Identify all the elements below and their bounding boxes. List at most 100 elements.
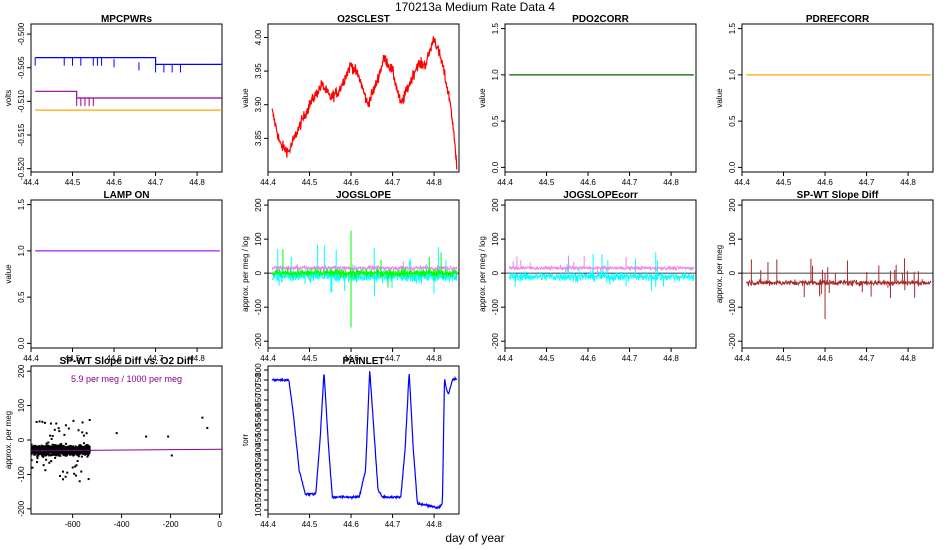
x-tick-label: 44.5 [776, 354, 792, 363]
y-tick-label: 200 [254, 483, 263, 497]
scatter-point [49, 434, 52, 437]
scatter-point [57, 448, 60, 451]
x-tick-label: 44.4 [260, 354, 276, 363]
scatter-point [79, 452, 82, 455]
panel-pdrefcorr: PDREFCORR 44.4 44.5 44.6 44.7 44.8 0.0 0.5 1.0 1.… [715, 14, 934, 187]
scatter-point [59, 443, 62, 446]
scatter-point [35, 421, 38, 424]
scatter-point [73, 450, 76, 453]
y-tick-label: -200 [17, 500, 26, 517]
scatter-point [34, 451, 37, 454]
scatter-point [80, 444, 83, 447]
panel-title: SP-WT Slope Diff vs. O2 Diff [60, 356, 195, 367]
scatter-point [81, 421, 84, 424]
y-tick-label: -0.505 [17, 56, 26, 79]
scatter-point [145, 435, 148, 438]
x-tick-label: 44.5 [302, 354, 318, 363]
y-tick-label: 3.85 [254, 130, 263, 146]
x-tick-label: 44.6 [106, 178, 122, 187]
panel-jogslope: JOGSLOPE 44.4 44.5 44.6 44.7 44.8 -200 -100 0 100… [241, 190, 460, 363]
scatter-point [40, 452, 43, 455]
scatter-point [44, 469, 47, 472]
scatter-point [62, 447, 65, 450]
y-tick-label: 200 [17, 364, 26, 378]
scatter-point [77, 455, 80, 458]
scatter-point [48, 446, 51, 449]
scatter-point [57, 446, 60, 449]
x-tick-label: -400 [114, 520, 131, 529]
panel-grid: MPCPWRs 44.4 44.5 44.6 44.7 44.8 -0.520 -0.515 -… [4, 14, 934, 529]
scatter-point [81, 431, 84, 434]
scatter-point [37, 453, 40, 456]
y-tick-label: 0.5 [728, 115, 737, 127]
scatter-point [56, 447, 59, 450]
y-tick-label: 0.0 [728, 161, 737, 173]
y-tick-label: 700 [254, 383, 263, 397]
panel-mpcpwrs: MPCPWRs 44.4 44.5 44.6 44.7 44.8 -0.520 -0.515 -… [4, 14, 223, 187]
scatter-point [77, 429, 80, 432]
scatter-point [46, 450, 49, 453]
y-tick-label: 1.5 [491, 23, 500, 35]
plot-frame [267, 23, 460, 173]
scatter-point [49, 448, 52, 451]
x-tick-label: 44.6 [817, 354, 833, 363]
y-axis-label: value [715, 88, 724, 108]
y-tick-label: -100 [254, 299, 263, 316]
scatter-point [78, 447, 81, 450]
y-tick-label: 0.0 [491, 161, 500, 173]
scatter-point [84, 445, 87, 448]
plot-area [742, 258, 933, 320]
scatter-point [74, 452, 77, 455]
scatter-point [65, 454, 68, 457]
scatter-point [33, 447, 36, 450]
scatter-point [53, 447, 56, 450]
scatter-point [74, 474, 77, 477]
scatter-point [71, 447, 74, 450]
scatter-point [65, 442, 68, 445]
x-tick-label: 44.8 [900, 354, 916, 363]
panel-title: LAMP ON [104, 190, 150, 201]
scatter-point [60, 446, 63, 449]
scatter-point [55, 453, 58, 456]
y-axis-label: volts [4, 90, 13, 106]
x-tick-label: -600 [65, 520, 82, 529]
y-axis-label: value [478, 88, 487, 108]
panel-title: JOGSLOPEcorr [563, 190, 638, 201]
scatter-point [80, 451, 83, 454]
y-tick-label: 650 [254, 393, 263, 407]
y-tick-label: 0 [728, 270, 737, 275]
x-tick-label: 44.8 [663, 178, 679, 187]
x-tick-label: 44.5 [539, 354, 555, 363]
y-tick-label: 450 [254, 433, 263, 447]
series-line [271, 371, 458, 510]
scatter-point [86, 455, 89, 458]
panel-title: SP-WT Slope Diff [797, 190, 879, 201]
plot-frame [30, 199, 223, 349]
scatter-point [44, 447, 47, 450]
scatter-point [69, 445, 72, 448]
y-tick-label: 4.00 [254, 29, 263, 45]
x-tick-label: 44.7 [622, 178, 638, 187]
scatter-point [56, 452, 59, 455]
x-tick-label: 44.6 [343, 520, 359, 529]
scatter-point [57, 427, 60, 430]
y-tick-label: 0.5 [17, 291, 26, 303]
scatter-point [80, 455, 83, 458]
scatter-point [64, 447, 67, 450]
y-tick-label: 0.5 [491, 115, 500, 127]
plot-frame [267, 365, 460, 515]
scatter-point [60, 444, 63, 447]
scatter-point [68, 453, 71, 456]
x-tick-label: 44.4 [260, 178, 276, 187]
y-axis-label: approx. per meg / log [241, 236, 250, 312]
scatter-point [66, 447, 69, 450]
figure-title: 170213a Medium Rate Data 4 [395, 0, 555, 14]
y-tick-label: -200 [254, 333, 263, 350]
x-tick-label: 44.7 [148, 178, 164, 187]
scatter-point [78, 450, 81, 453]
y-tick-label: 750 [254, 373, 263, 387]
scatter-point [87, 453, 90, 456]
scatter-point [54, 454, 57, 457]
y-axis-label: approx. per meg [4, 411, 13, 469]
